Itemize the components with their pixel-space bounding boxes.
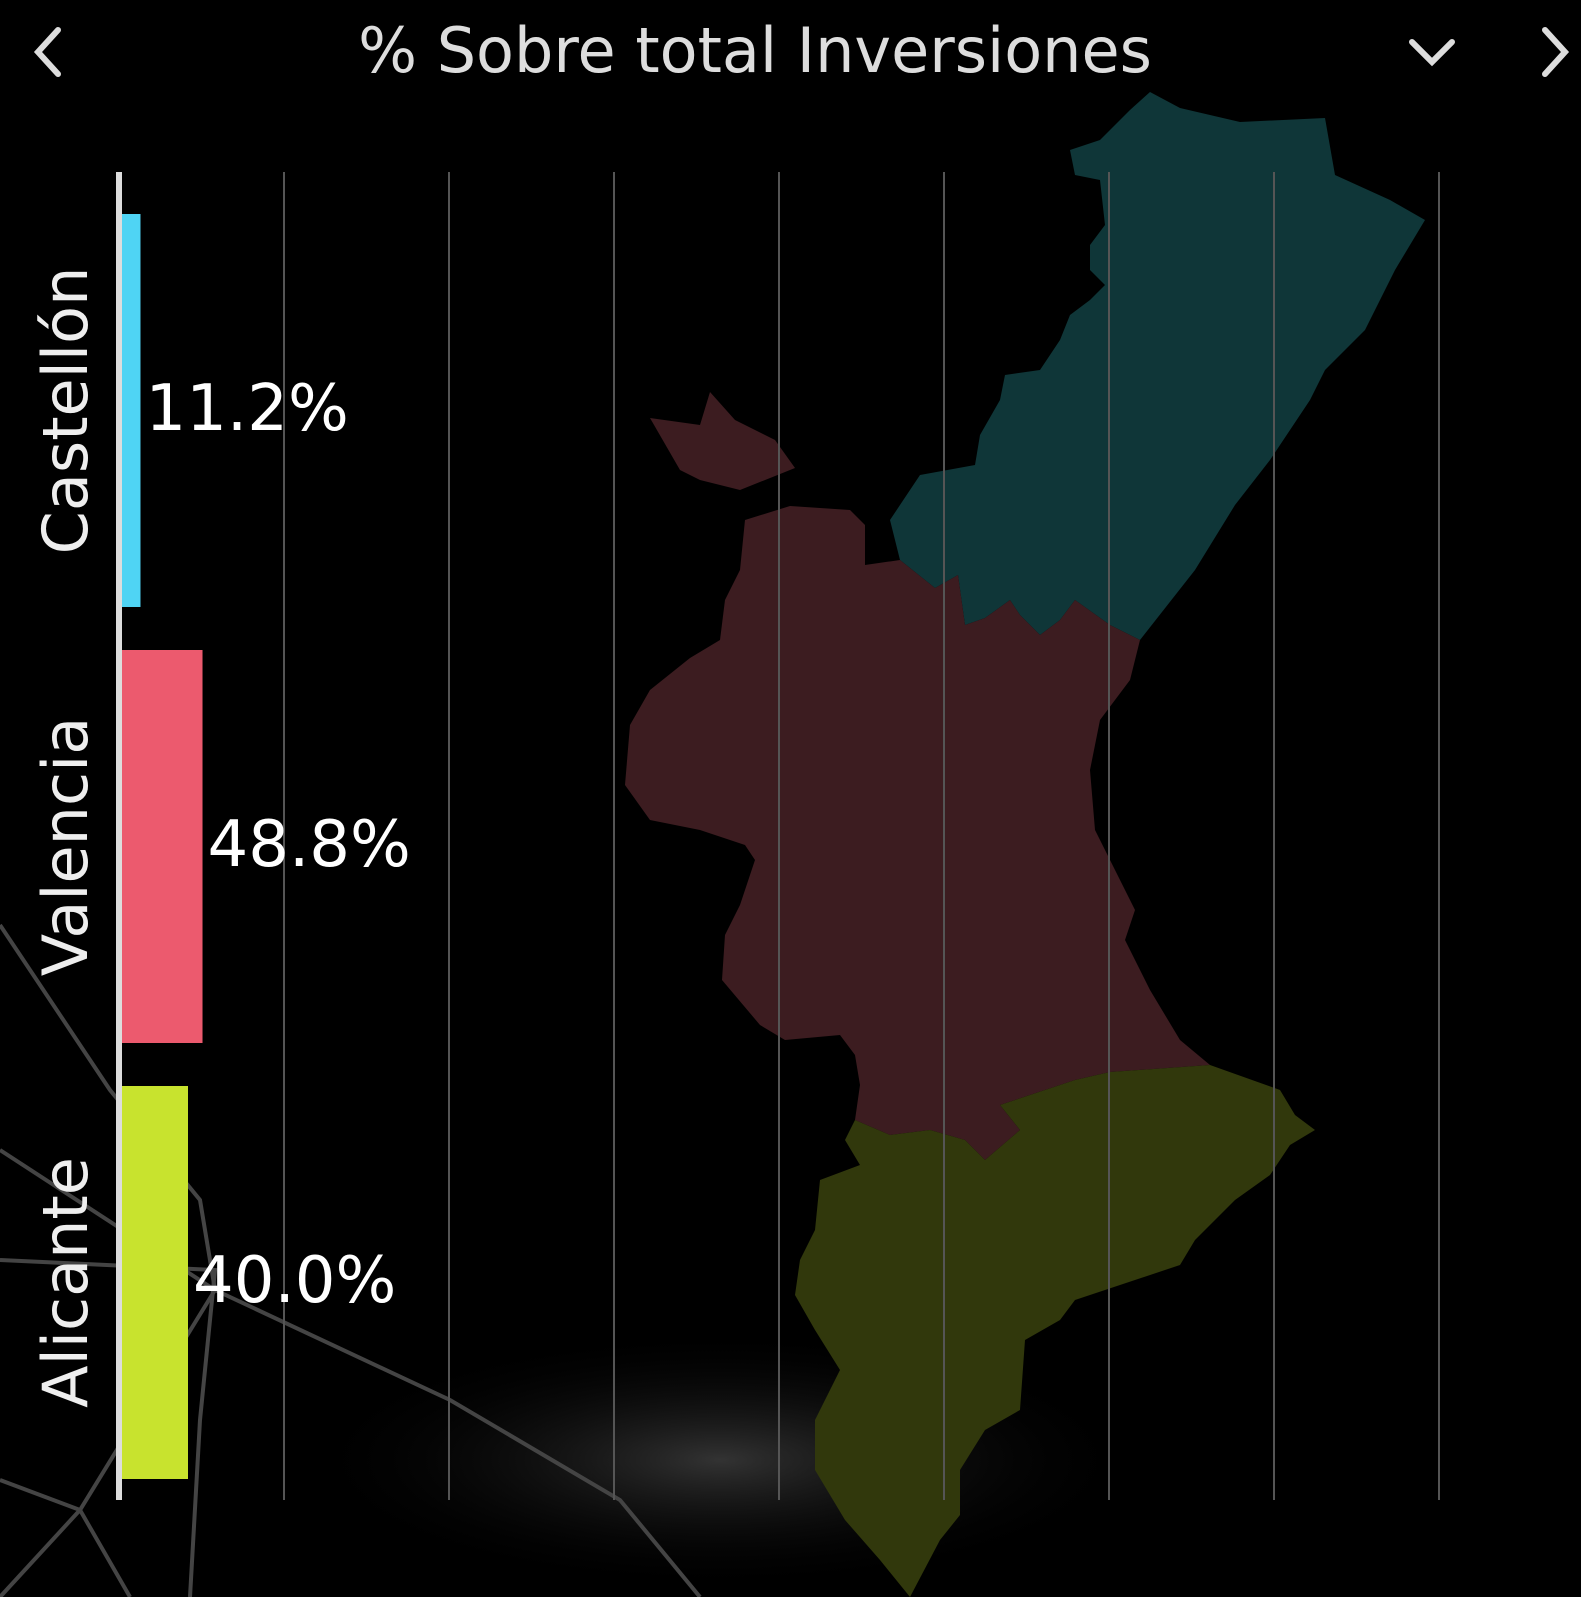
- map-region: [625, 392, 1210, 1160]
- map-region: [795, 1065, 1315, 1597]
- bar: [122, 1086, 188, 1479]
- forward-button[interactable]: [1542, 27, 1570, 77]
- value-label: 40.0%: [193, 1244, 396, 1318]
- category-label: Castellón: [29, 267, 102, 555]
- value-label: 11.2%: [145, 372, 348, 446]
- chart-title: % Sobre total Inversiones: [358, 14, 1152, 87]
- map-region: [890, 92, 1425, 640]
- category-label: Valencia: [29, 717, 102, 977]
- nav: [33, 27, 1570, 77]
- bar: [122, 650, 203, 1043]
- bar: [122, 214, 141, 607]
- map: [625, 92, 1425, 1597]
- dropdown-button[interactable]: [1409, 39, 1455, 67]
- back-button[interactable]: [33, 27, 61, 77]
- category-label: Alicante: [29, 1157, 102, 1408]
- value-label: 48.8%: [208, 808, 411, 882]
- plot: Castellón 11.2% Valencia 48.8% Alicante 40.0%: [29, 172, 1440, 1500]
